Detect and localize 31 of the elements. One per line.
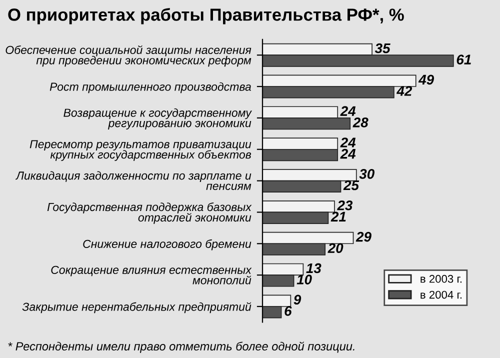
data-label: 21 bbox=[330, 212, 346, 222]
y-tick-label: Обеспечение социальной защиты населения при проведении экономических реформ bbox=[6, 45, 252, 67]
data-label: 10 bbox=[296, 274, 312, 284]
data-label: 25 bbox=[343, 180, 360, 190]
y-tick-label: Рост промышленного производства bbox=[50, 82, 251, 94]
y-tick-label: Закрытие нерентабельных предприятий bbox=[22, 302, 252, 314]
y-tick-label: Пересмотр результатов приватизации крупных государственных объектов bbox=[30, 140, 252, 161]
y-tick-label: Снижение налогового бремени bbox=[83, 239, 252, 250]
data-label: 35 bbox=[374, 43, 390, 54]
data-label: 20 bbox=[328, 243, 344, 254]
y-tick-label: Возвращение к государственному регулированию экономики bbox=[64, 108, 252, 130]
data-label: 13 bbox=[306, 263, 322, 274]
data-label: 6 bbox=[284, 306, 292, 316]
data-label: 9 bbox=[294, 294, 302, 305]
y-tick-label: Ликвидация задолженности по зарплате и пенсиям bbox=[15, 171, 252, 190]
chart-title: О приоритетах работы Правительства РФ*, % bbox=[8, 8, 404, 24]
data-label: 42 bbox=[396, 86, 412, 96]
y-tick-label: Сокращение влияния естественных монополий bbox=[51, 266, 252, 284]
data-label: 24 bbox=[340, 148, 356, 159]
data-label: 28 bbox=[352, 117, 368, 128]
data-label: 23 bbox=[337, 200, 353, 210]
legend-label: в 2004 г. bbox=[420, 290, 462, 299]
y-tick-label: Государственная поддержка базовых отраслей экономики bbox=[47, 202, 252, 224]
legend-label: в 2003 г. bbox=[420, 274, 462, 283]
data-label: 24 bbox=[340, 138, 356, 148]
data-label: 49 bbox=[418, 74, 434, 85]
text: * Респонденты имели право отметить более одной позиции. bbox=[8, 342, 354, 353]
data-label: 61 bbox=[456, 54, 471, 64]
data-label: 30 bbox=[359, 169, 374, 179]
data-label: 24 bbox=[340, 106, 356, 116]
data-label: 29 bbox=[356, 232, 372, 242]
